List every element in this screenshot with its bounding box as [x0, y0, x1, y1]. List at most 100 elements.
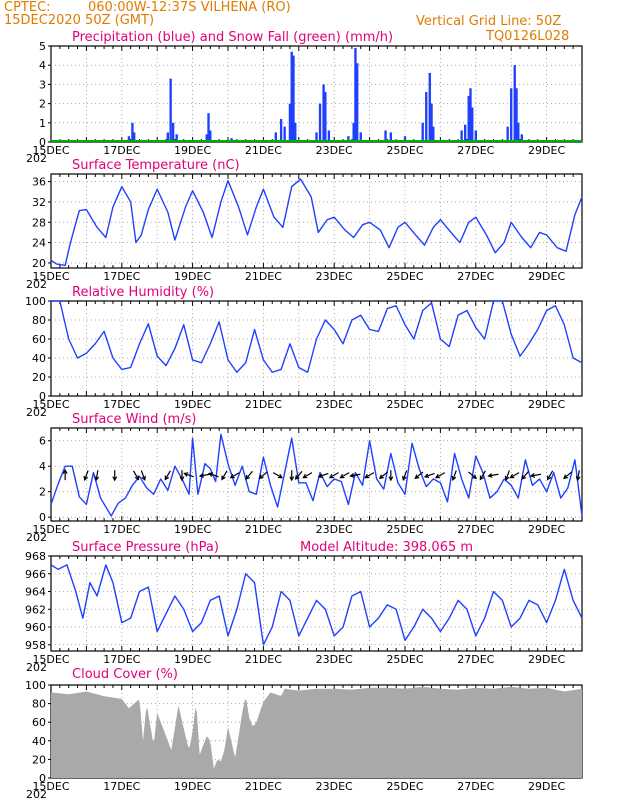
wind-arrow-head: [472, 474, 478, 480]
wind-ytick-label: 4: [39, 460, 46, 473]
wind-arrow: [272, 472, 283, 479]
cloud-cover-day-label: 19DEC: [174, 780, 211, 793]
humidity-title: Relative Humidity (%): [72, 285, 214, 300]
wind-arrow: [521, 470, 530, 480]
wind-arrow: [434, 472, 446, 479]
cloud-cover-ytick-label: 80: [32, 698, 46, 711]
wind-arrow-head: [198, 473, 205, 478]
wind-arrow: [112, 470, 118, 482]
precip-bar: [324, 92, 327, 142]
wind-arrow-head: [294, 474, 300, 480]
wind-arrow: [179, 470, 185, 482]
humidity-ytick-label: 100: [25, 295, 46, 308]
wind-arrow-head: [529, 473, 536, 478]
wind-arrow-shaft: [132, 470, 139, 480]
wind-arrow-head: [179, 476, 185, 482]
precipitation-ytick-label: 5: [39, 40, 46, 53]
cloud-cover-day-label: 23DEC: [316, 780, 353, 793]
wind-day-label: 25DEC: [386, 523, 423, 536]
precip-bar: [359, 132, 362, 142]
precip-bar: [209, 130, 212, 142]
wind-arrow-shaft: [230, 472, 240, 479]
wind-arrow-head: [364, 473, 370, 479]
cloud-cover-year-label: 202: [26, 788, 47, 800]
wind-arrow: [198, 473, 211, 478]
wind-line: [50, 433, 583, 517]
wind-arrow-head: [521, 474, 527, 480]
wind-day-label: 19DEC: [174, 523, 211, 536]
pressure-day-label: 29DEC: [528, 653, 565, 666]
cloud-cover-day-label: 17DEC: [103, 780, 140, 793]
precip-bar: [421, 122, 424, 142]
pressure-day-label: 27DEC: [457, 653, 494, 666]
humidity-day-label: 19DEC: [174, 398, 211, 411]
precip-bar: [347, 136, 350, 142]
cloud-cover-day-label: 29DEC: [528, 780, 565, 793]
precip-bar: [292, 55, 295, 142]
wind-day-label: 17DEC: [103, 523, 140, 536]
wind-day-label: 21DEC: [245, 523, 282, 536]
wind-arrow-shaft: [547, 470, 554, 480]
temperature-day-label: 25DEC: [386, 270, 423, 283]
temperature-day-label: 21DEC: [245, 270, 282, 283]
wind-arrow: [183, 472, 194, 478]
wind-arrow-shaft: [402, 470, 408, 481]
temperature-title: Surface Temperature (nC): [72, 158, 240, 173]
wind-arrow-shaft: [84, 470, 89, 481]
wind-arrow-head: [423, 473, 430, 479]
wind-arrow-head: [349, 473, 355, 478]
wind-arrow-head: [221, 475, 226, 481]
precipitation-day-label: 15DEC: [32, 144, 69, 157]
precipitation-day-label: 23DEC: [316, 144, 353, 157]
wind-arrow-head: [388, 476, 394, 482]
precip-bar: [279, 118, 283, 142]
precip-bar: [318, 103, 322, 142]
wind-arrow-shaft: [140, 470, 146, 481]
cloud-area: [51, 686, 582, 778]
wind-arrow: [62, 468, 68, 481]
panel-wind: Surface Wind (m/s) 0 2 4 6 15DEC 17DEC 19DEC 21D…: [26, 412, 583, 544]
precip-bar: [384, 130, 387, 142]
precipitation-ytick-label: 1: [39, 117, 46, 130]
wind-arrow-shaft: [184, 472, 194, 478]
wind-arrow-shaft: [510, 472, 520, 479]
wind-arrow: [302, 472, 313, 479]
precipitation-day-label: 29DEC: [528, 144, 565, 157]
wind-arrow-head: [328, 473, 334, 479]
precip-bar: [520, 134, 523, 142]
temperature-day-label: 17DEC: [103, 270, 140, 283]
precip-bar: [460, 130, 463, 142]
precip-bar: [389, 132, 393, 142]
wind-day-label: 29DEC: [528, 523, 565, 536]
wind-arrow-head: [94, 476, 100, 482]
wind-arrow-shaft: [424, 472, 435, 478]
wind-arrow-shaft: [488, 473, 499, 477]
temperature-line: [50, 178, 583, 267]
cloud-cover-day-label: 21DEC: [245, 780, 282, 793]
precip-bar: [430, 103, 433, 142]
precip-bar: [474, 130, 477, 142]
wind-arrow-shaft: [199, 473, 211, 477]
temperature-ytick-label: 24: [32, 237, 46, 250]
wind-arrow-shaft: [379, 471, 388, 479]
header-grid-note: Vertical Grid Line: 50Z: [416, 14, 561, 29]
panels-layer: Precipitation (blue) and Snow Fall (gree…: [25, 30, 583, 800]
precip-bar: [207, 113, 210, 142]
temperature-ytick-label: 20: [32, 257, 46, 270]
wind-arrow-head: [207, 472, 214, 477]
wind-arrow: [364, 472, 375, 479]
cloud-cover-day-label: 15DEC: [32, 780, 69, 793]
wind-arrow-head: [302, 473, 308, 479]
precipitation-ytick-label: 0: [39, 136, 46, 149]
wind-year-label: 202: [26, 531, 47, 544]
wind-day-label: 23DEC: [316, 523, 353, 536]
precip-bar: [288, 103, 292, 142]
wind-arrow: [388, 470, 394, 482]
humidity-day-label: 25DEC: [386, 398, 423, 411]
panel-pressure: Surface Pressure (hPa) 958 960 962 964 966 968…: [25, 540, 583, 674]
header-model-code: TQ0126L028: [485, 29, 569, 44]
wind-arrow: [317, 472, 329, 479]
wind-arrow-shaft: [303, 472, 313, 479]
wind-arrow: [479, 470, 486, 481]
wind-arrow-head: [479, 475, 485, 481]
